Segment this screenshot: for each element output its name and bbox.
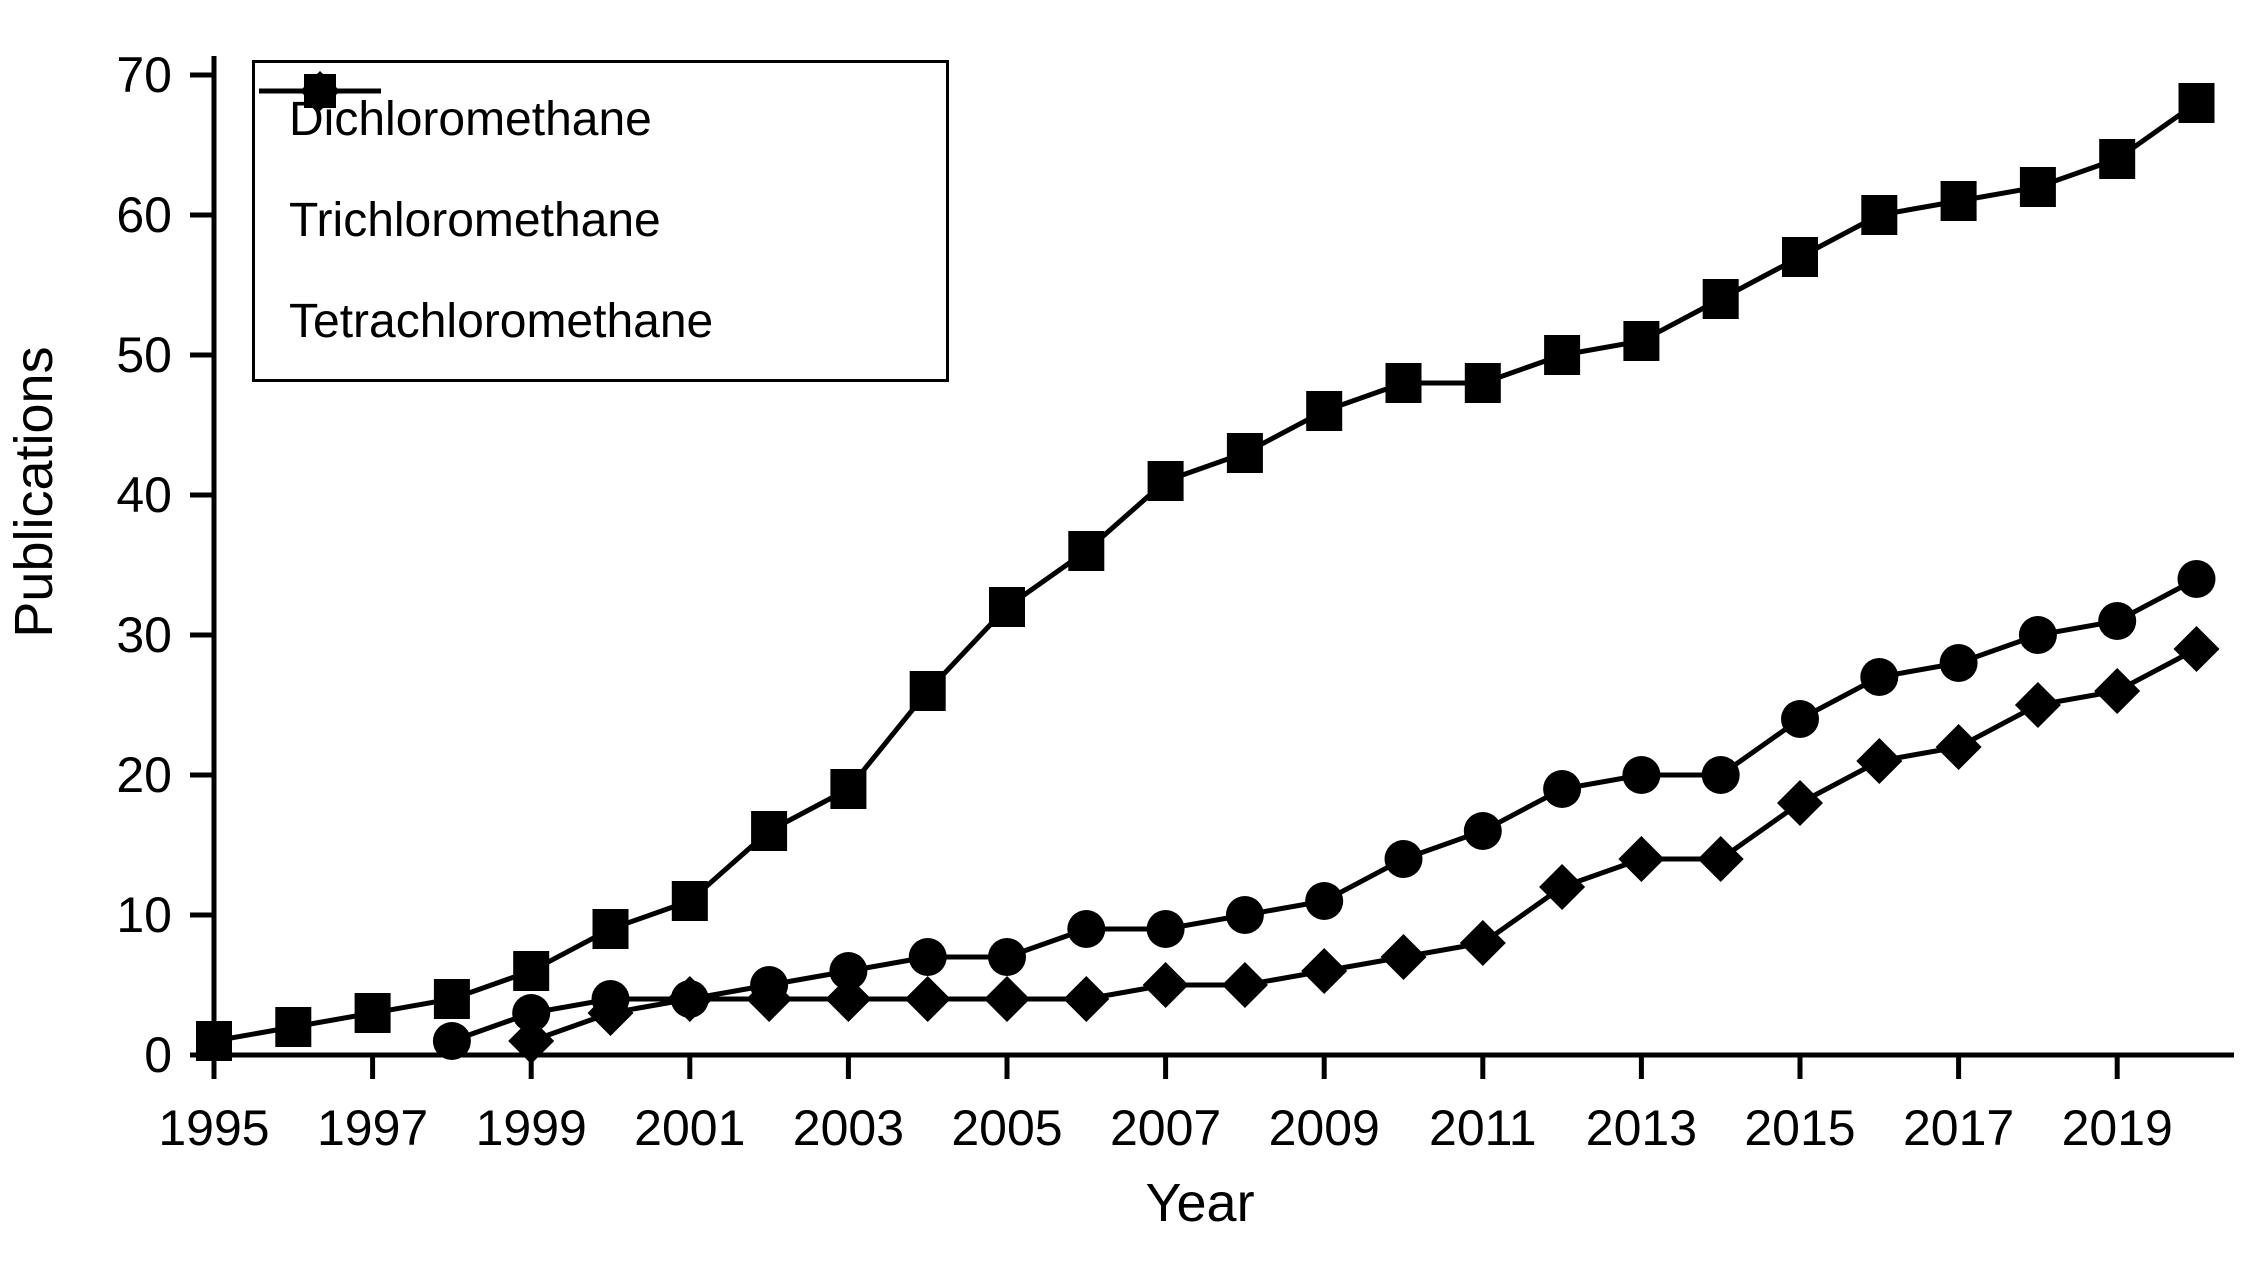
x-tick-label: 2017 — [1903, 1100, 2014, 1156]
x-tick-label: 2003 — [793, 1100, 904, 1156]
y-tick-label: 40 — [116, 467, 172, 523]
axes: 0 10 20 30 40 50 60 70 1995 1997 1999 2001 2003 2005 2… — [116, 47, 2234, 1156]
square-marker-icon — [259, 74, 381, 108]
x-tick-label: 2019 — [2062, 1100, 2173, 1156]
y-tick-label: 60 — [116, 187, 172, 243]
legend-item-tetrachloromethane: Tetrachloromethane — [259, 74, 946, 349]
y-tick-label: 50 — [116, 327, 172, 383]
legend-item-dichloromethane: Dichloromethane — [259, 75, 946, 146]
x-tick-label: 1997 — [317, 1100, 428, 1156]
y-axis-title: Publications — [4, 346, 64, 638]
legend: Dichloromethane Trichloromethane Tetrach… — [252, 60, 949, 382]
legend-label: Trichloromethane — [289, 193, 661, 247]
y-tick-label: 70 — [116, 47, 172, 103]
legend-label: Dichloromethane — [289, 92, 652, 146]
legend-item-trichloromethane: Trichloromethane — [259, 71, 946, 247]
x-tick-label: 2013 — [1586, 1100, 1697, 1156]
x-axis-title: Year — [1145, 1173, 1255, 1233]
x-tick-label: 2001 — [634, 1100, 745, 1156]
x-tick-label: 2015 — [1744, 1100, 1855, 1156]
x-tick-label: 1999 — [476, 1100, 587, 1156]
legend-label: Tetrachloromethane — [289, 295, 714, 349]
y-tick-label: 30 — [116, 607, 172, 663]
x-tick-label: 1995 — [158, 1100, 269, 1156]
x-tick-label: 2005 — [951, 1100, 1062, 1156]
x-tick-label: 2007 — [1110, 1100, 1221, 1156]
series-trichloromethane — [508, 626, 2220, 1064]
y-tick-label: 10 — [116, 887, 172, 943]
x-tick-label: 2011 — [1429, 1100, 1537, 1156]
y-tick-label: 20 — [116, 747, 172, 803]
x-tick-label: 2009 — [1269, 1100, 1380, 1156]
y-tick-label: 0 — [144, 1027, 172, 1083]
series-tetrachloromethane — [196, 83, 2215, 1061]
